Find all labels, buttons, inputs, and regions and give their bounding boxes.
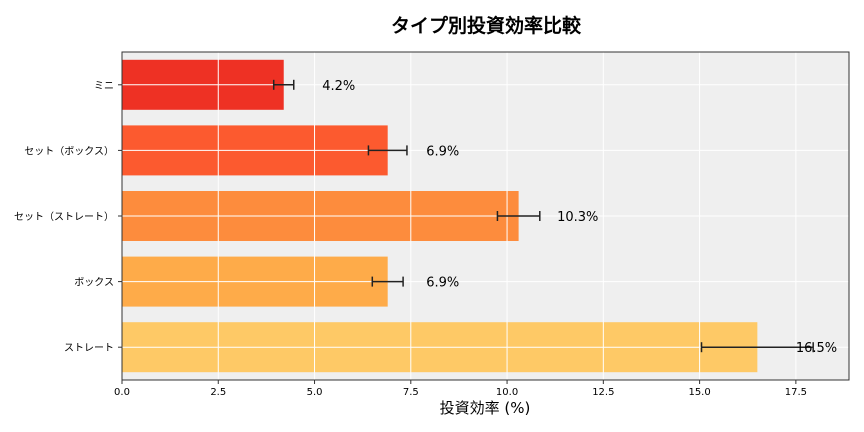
x-tick-label: 17.5 bbox=[785, 387, 807, 398]
y-tick-label: ミニ bbox=[94, 81, 114, 92]
bars: 4.2% 6.9% 10.3% 6.9% 16.5% bbox=[121, 52, 849, 380]
data-label: 10.3% bbox=[557, 210, 598, 225]
data-label: 4.2% bbox=[322, 79, 355, 94]
data-label: 6.9% bbox=[426, 276, 459, 291]
y-tick-label: ボックス bbox=[74, 277, 114, 289]
data-label: 6.9% bbox=[426, 144, 459, 159]
x-tick-label: 0.0 bbox=[114, 387, 130, 398]
x-tick-label: 12.5 bbox=[592, 387, 614, 398]
y-tick-label: セット（ストレート） bbox=[14, 211, 114, 223]
x-tick-label: 5.0 bbox=[307, 387, 323, 398]
data-label: 16.5% bbox=[796, 341, 837, 356]
x-tick-label: 2.5 bbox=[210, 387, 226, 398]
y-tick-label: ストレート bbox=[64, 343, 114, 354]
x-tick-label: 7.5 bbox=[403, 387, 419, 398]
x-tick-label: 10.0 bbox=[496, 387, 518, 398]
x-axis-label: 投資効率 (%) bbox=[440, 399, 531, 417]
x-tick-label: 15.0 bbox=[688, 387, 710, 398]
chart-title: タイプ別投資効率比較 bbox=[391, 14, 582, 37]
y-tick-label: セット（ボックス） bbox=[24, 145, 114, 157]
